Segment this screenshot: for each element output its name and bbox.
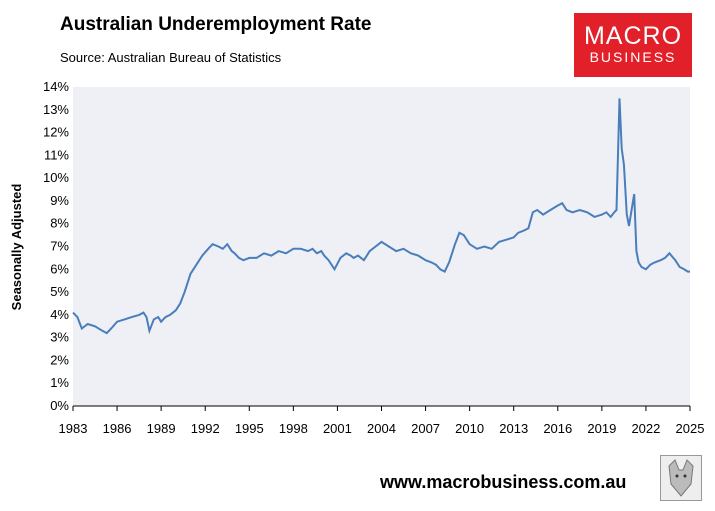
y-tick-label: 2%	[50, 352, 69, 367]
y-tick-label: 4%	[50, 307, 69, 322]
y-tick-label: 6%	[50, 261, 69, 276]
y-tick-label: 9%	[50, 193, 69, 208]
x-tick-label: 1989	[147, 421, 176, 436]
y-tick-label: 1%	[50, 375, 69, 390]
x-tick-label: 2004	[367, 421, 396, 436]
x-tick-label: 1995	[235, 421, 264, 436]
x-tick-label: 1983	[59, 421, 88, 436]
x-tick-label: 2010	[455, 421, 484, 436]
y-tick-label: 11%	[44, 147, 69, 162]
series-line	[72, 98, 690, 335]
logo-line-1: MACRO	[583, 22, 683, 50]
x-tick-label: 2022	[631, 421, 660, 436]
x-tick-label: 2025	[676, 421, 705, 436]
x-tick-label: 2013	[499, 421, 528, 436]
website-url: www.macrobusiness.com.au	[380, 472, 627, 492]
logo-line-2: BUSINESS	[589, 49, 677, 65]
y-tick-label: 10%	[43, 170, 69, 185]
y-tick-label: 0%	[50, 398, 69, 413]
x-tick-label: 2019	[587, 421, 616, 436]
y-tick-label: 13%	[43, 102, 69, 117]
x-tick-label: 2001	[323, 421, 352, 436]
x-tick-label: 2016	[543, 421, 572, 436]
x-tick-label: 2007	[411, 421, 440, 436]
x-tick-label: 1992	[191, 421, 220, 436]
y-tick-label: 8%	[50, 216, 69, 231]
x-tick-label: 1986	[103, 421, 132, 436]
y-tick-label: 5%	[50, 284, 69, 299]
macrobusiness-logo: MACRO BUSINESS	[574, 13, 692, 77]
chart-source: Source: Australian Bureau of Statistics	[60, 50, 282, 65]
wolf-logo-icon	[660, 455, 702, 501]
y-tick-label: 12%	[43, 125, 69, 140]
x-tick-label: 1998	[279, 421, 308, 436]
y-axis-label: Seasonally Adjusted	[9, 184, 24, 311]
y-tick-label: 14%	[43, 79, 69, 94]
chart-title: Australian Underemployment Rate	[60, 14, 372, 35]
y-tick-label: 3%	[50, 330, 69, 345]
y-tick-label: 7%	[50, 239, 69, 254]
plot-area	[73, 87, 690, 406]
